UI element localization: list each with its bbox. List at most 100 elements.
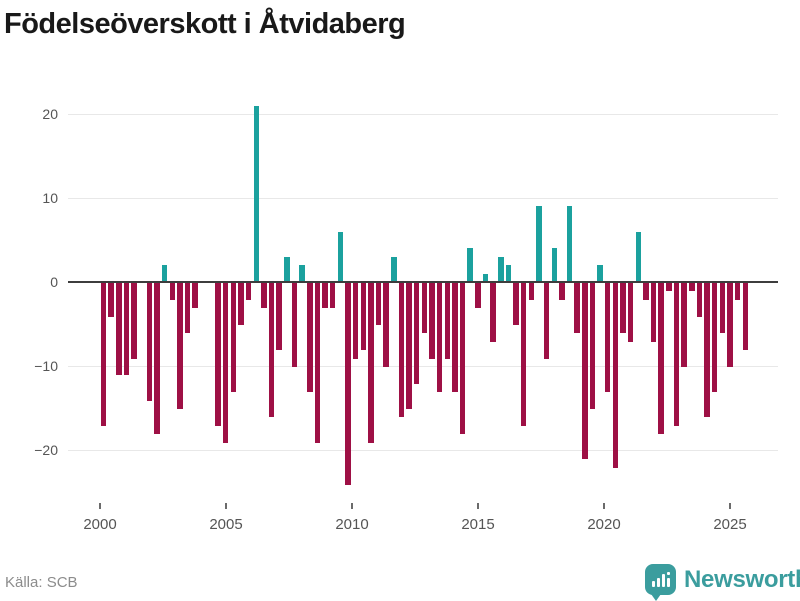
x-axis-tick-label: 2000 [83,516,117,533]
bar [337,231,344,282]
bar [734,283,741,300]
source-attribution: Källa: SCB [5,574,78,591]
bar [551,248,557,282]
gridline [68,198,778,199]
bar [498,256,504,282]
bar [604,283,611,393]
bar [459,283,466,435]
x-axis-tick-label: 2005 [209,516,243,533]
bar [505,265,512,282]
x-axis-tick-mark [729,503,731,509]
bar [322,283,328,309]
bar [261,283,267,309]
bar [177,283,183,409]
bar [482,273,489,282]
bar [375,283,382,325]
bar [222,283,229,443]
bar [314,283,321,443]
newsworthy-bubble-chart-icon [645,564,676,601]
bar [116,283,122,376]
bar [421,283,428,334]
bar [635,231,642,282]
bar [696,283,703,317]
bar [299,265,305,282]
x-axis-tick-mark [603,503,605,509]
gridline [68,450,778,451]
x-axis-tick-mark [351,503,353,509]
bar [536,206,542,282]
bar [582,283,588,460]
bar [452,283,458,393]
bar [184,283,191,334]
bar [627,283,634,342]
bar [230,283,237,393]
bar [444,283,451,359]
bar [704,283,710,418]
bar [520,283,527,426]
bar [711,283,718,393]
bar [368,283,374,443]
bar [123,283,130,376]
newsworthy-wordmark: Newsworthy [684,565,800,593]
y-axis-tick-label: −20 [34,442,58,458]
bar [673,283,680,426]
bar [276,283,282,351]
bar [490,283,496,342]
bar [513,283,519,325]
bar [398,283,405,418]
bar [100,283,107,426]
bar [666,283,672,292]
bar [154,283,160,435]
bar [574,283,580,334]
bar [391,256,397,282]
bar [238,283,244,325]
bar [245,283,252,300]
bar [284,256,290,282]
bar [681,283,687,367]
bar [383,283,389,367]
bar [161,265,168,282]
bar [360,283,366,351]
bar [291,283,298,367]
bar [307,283,313,393]
bar [429,283,435,359]
bar [345,283,351,485]
x-axis-tick-label: 2015 [461,516,495,533]
gridline [68,366,778,367]
x-axis-tick-label: 2025 [713,516,747,533]
bar [528,283,535,300]
bar [268,283,275,418]
bar [413,283,420,384]
bar [436,283,443,393]
bar [689,283,695,292]
bar [566,206,573,282]
bar [597,265,603,282]
zero-axis-line [68,281,778,283]
newsworthy-logo: Newsworthy [645,564,800,601]
x-axis-tick-mark [225,503,227,509]
bar [108,283,114,317]
bar [643,283,649,300]
bar [253,105,260,282]
bar [620,283,626,334]
bar [131,283,137,359]
y-axis-tick-label: 0 [50,274,58,290]
bar [658,283,664,435]
y-axis-tick-label: 10 [42,190,58,206]
bar [650,283,657,342]
x-axis-tick-label: 2010 [335,516,369,533]
bar [719,283,726,334]
bar [559,283,565,300]
bar [146,283,153,401]
bar [352,283,359,359]
x-axis-tick-label: 2020 [587,516,621,533]
x-axis-tick-mark [99,503,101,509]
chart-title: Födelseöverskott i Åtvidaberg [4,8,406,40]
bar [475,283,481,309]
bar [543,283,550,359]
bar [329,283,336,309]
bar [192,283,198,309]
x-axis-tick-mark [477,503,479,509]
bar [742,283,748,351]
